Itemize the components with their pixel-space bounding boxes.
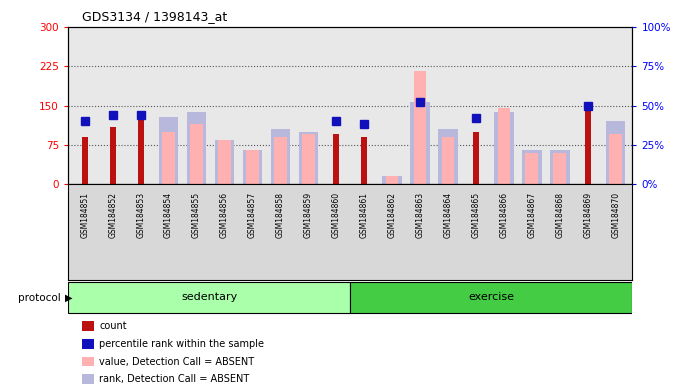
Text: GSM184863: GSM184863 [415,192,424,238]
Bar [243,150,262,184]
Text: GSM184865: GSM184865 [471,192,481,238]
Bar [333,134,339,184]
Bar [550,150,570,184]
Text: GSM184862: GSM184862 [388,192,396,238]
Text: GSM184851: GSM184851 [80,192,89,238]
Bar [585,103,591,184]
Bar [159,117,178,184]
Bar [606,121,626,184]
Text: GSM184870: GSM184870 [611,192,620,238]
Bar [302,134,315,184]
Bar [82,137,88,184]
Text: GSM184854: GSM184854 [164,192,173,238]
Text: GSM184852: GSM184852 [108,192,117,238]
Text: GSM184853: GSM184853 [136,192,145,238]
Text: GSM184869: GSM184869 [583,192,592,238]
Bar [109,127,116,184]
Bar [137,116,143,184]
Bar [386,177,398,184]
Text: GSM184857: GSM184857 [248,192,257,238]
Bar [413,71,426,184]
Bar [438,129,458,184]
Bar [68,282,350,313]
Bar [246,150,259,184]
Text: GSM184859: GSM184859 [304,192,313,238]
Bar [274,137,287,184]
Text: GSM184858: GSM184858 [276,192,285,238]
Text: GSM184855: GSM184855 [192,192,201,238]
Text: GSM184864: GSM184864 [443,192,452,238]
Text: GDS3134 / 1398143_at: GDS3134 / 1398143_at [82,10,227,23]
Bar [190,124,203,184]
Bar [494,112,513,184]
Bar [609,134,622,184]
Bar [215,140,234,184]
Bar [522,150,541,184]
Text: value, Detection Call = ABSENT: value, Detection Call = ABSENT [99,357,254,367]
Text: GSM184856: GSM184856 [220,192,229,238]
Text: percentile rank within the sample: percentile rank within the sample [99,339,265,349]
Text: GSM184861: GSM184861 [360,192,369,238]
Bar [526,153,538,184]
Bar [382,177,402,184]
Bar [163,132,175,184]
Bar [218,140,231,184]
Bar [498,108,510,184]
Bar [473,132,479,184]
Bar [441,137,454,184]
Text: protocol: protocol [18,293,61,303]
Bar [410,103,430,184]
Text: GSM184867: GSM184867 [527,192,537,238]
Text: GSM184866: GSM184866 [499,192,509,238]
Bar [187,112,206,184]
Bar [271,129,290,184]
Text: ▶: ▶ [65,293,72,303]
Text: exercise: exercise [469,292,514,302]
Bar [299,132,318,184]
Bar [361,137,367,184]
Bar [350,282,632,313]
Text: GSM184860: GSM184860 [332,192,341,238]
Text: rank, Detection Call = ABSENT: rank, Detection Call = ABSENT [99,374,250,384]
Text: sedentary: sedentary [181,292,237,302]
Text: GSM184868: GSM184868 [556,192,564,238]
Text: count: count [99,321,127,331]
Bar [554,153,566,184]
